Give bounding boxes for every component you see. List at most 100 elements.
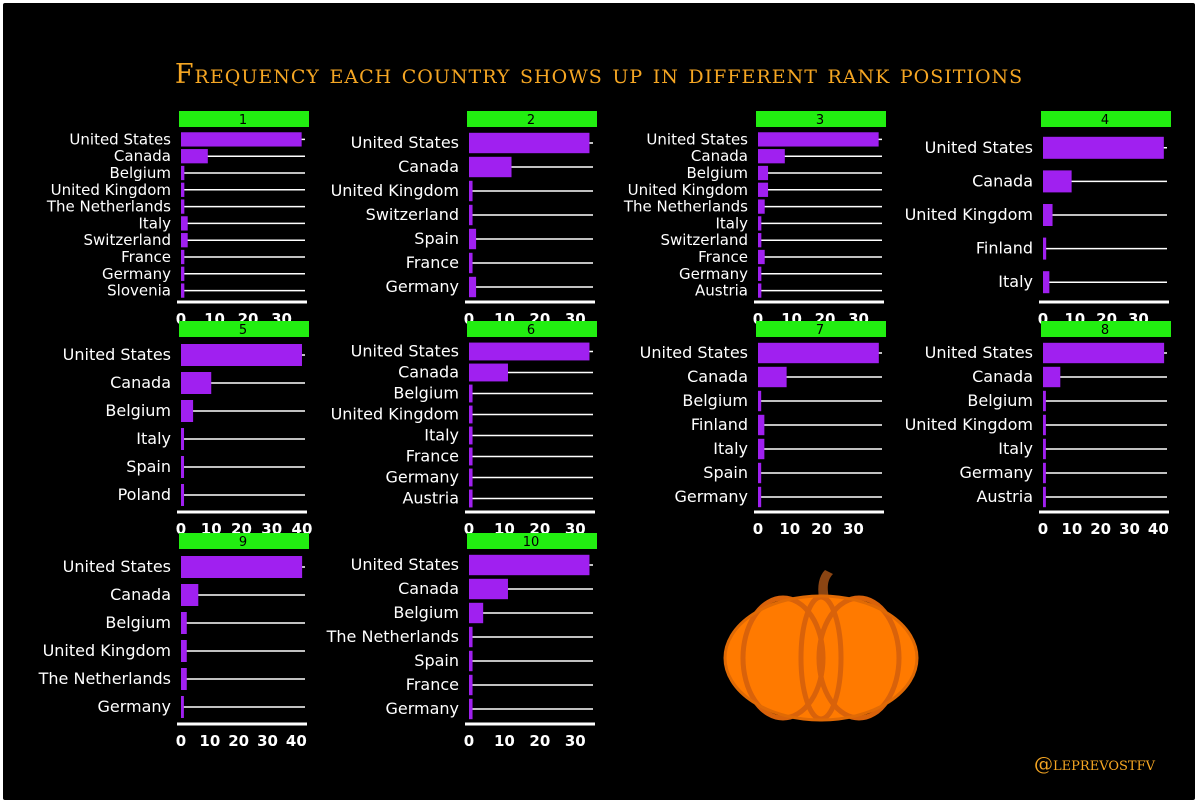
bar [469, 674, 473, 696]
category-label: United States [640, 343, 748, 362]
category-label: Italy [715, 214, 748, 232]
category-label: Germany [385, 277, 459, 296]
bar [1043, 366, 1061, 388]
category-label: Spain [414, 651, 459, 670]
category-label: Spain [126, 457, 171, 476]
category-label: Germany [674, 487, 748, 506]
category-label: Belgium [110, 164, 172, 182]
facet-header [179, 533, 309, 549]
category-label: Canada [114, 147, 171, 165]
category-label: Canada [398, 157, 459, 176]
bar [181, 584, 199, 606]
category-label: Canada [110, 373, 171, 392]
bar [181, 640, 187, 662]
x-tick-label: 20 [1090, 520, 1111, 538]
category-label: United Kingdom [43, 641, 171, 660]
category-label: Germany [97, 697, 171, 716]
bar [469, 132, 590, 154]
x-tick-label: 0 [1038, 310, 1048, 328]
category-label: Austria [976, 487, 1033, 506]
category-label: Germany [679, 265, 748, 283]
bar [181, 400, 194, 422]
pumpkin-icon [723, 570, 919, 722]
facet-header [1041, 321, 1171, 337]
category-label: Belgium [687, 164, 749, 182]
x-tick-label: 0 [464, 310, 474, 328]
category-label: The Netherlands [38, 669, 171, 688]
category-label: Poland [118, 485, 171, 504]
bar [1043, 462, 1046, 484]
bar [469, 426, 473, 445]
facet-header [756, 321, 886, 337]
bar [469, 468, 473, 487]
bar [181, 428, 185, 450]
category-label: Germany [385, 468, 459, 487]
x-tick-label: 0 [176, 520, 186, 538]
category-label: Italy [424, 426, 459, 445]
category-label: Italy [998, 272, 1033, 291]
category-label: Canada [110, 585, 171, 604]
facet-header [467, 533, 597, 549]
x-tick-label: 10 [199, 732, 220, 750]
facet-header [467, 321, 597, 337]
category-label: Slovenia [107, 282, 171, 300]
x-tick-label: 30 [1119, 520, 1140, 538]
category-label: Canada [972, 367, 1033, 386]
bar [469, 578, 508, 600]
bar [469, 384, 473, 403]
bar [181, 668, 187, 690]
bar [469, 626, 473, 648]
bar [181, 372, 212, 394]
category-label: Belgium [105, 613, 171, 632]
category-label: Belgium [967, 391, 1033, 410]
category-label: Canada [687, 367, 748, 386]
bar [181, 149, 208, 164]
facet-header-label: 1 [239, 113, 247, 128]
category-label: Belgium [105, 401, 171, 420]
category-label: United States [63, 345, 171, 364]
bar [181, 456, 185, 478]
category-label: United States [63, 557, 171, 576]
bar [758, 233, 762, 248]
x-tick-label: 30 [565, 732, 586, 750]
x-tick-label: 0 [753, 520, 763, 538]
bar [758, 165, 769, 181]
category-label: The Netherlands [623, 198, 748, 216]
bar [181, 199, 185, 214]
facet-header [1041, 111, 1171, 127]
bar [469, 252, 473, 274]
category-label: Switzerland [84, 231, 172, 249]
bar [469, 489, 473, 508]
bar [758, 366, 787, 388]
category-label: France [121, 248, 171, 266]
category-label: Finland [976, 239, 1033, 258]
bar [758, 132, 879, 147]
category-label: Switzerland [366, 205, 459, 224]
bar [758, 266, 762, 281]
bar [181, 266, 185, 281]
category-label: United Kingdom [51, 181, 171, 199]
bar [758, 438, 765, 460]
category-label: Canada [398, 579, 459, 598]
category-label: Austria [695, 282, 748, 300]
bar [469, 156, 512, 178]
category-label: United Kingdom [905, 205, 1033, 224]
category-label: Germany [102, 265, 171, 283]
bar [758, 462, 762, 484]
category-label: Italy [998, 439, 1033, 458]
bar [469, 180, 473, 202]
category-label: France [406, 447, 459, 466]
x-tick-label: 0 [176, 310, 186, 328]
bar [758, 249, 765, 265]
category-label: France [698, 248, 748, 266]
bar [1043, 342, 1165, 364]
bar [1043, 390, 1046, 412]
bar [181, 484, 185, 506]
facet-header [179, 321, 309, 337]
category-label: Belgium [393, 384, 459, 403]
category-label: Canada [398, 363, 459, 382]
bar [469, 342, 590, 361]
x-tick-label: 20 [811, 520, 832, 538]
x-tick-label: 40 [1148, 520, 1169, 538]
category-label: Germany [959, 463, 1033, 482]
